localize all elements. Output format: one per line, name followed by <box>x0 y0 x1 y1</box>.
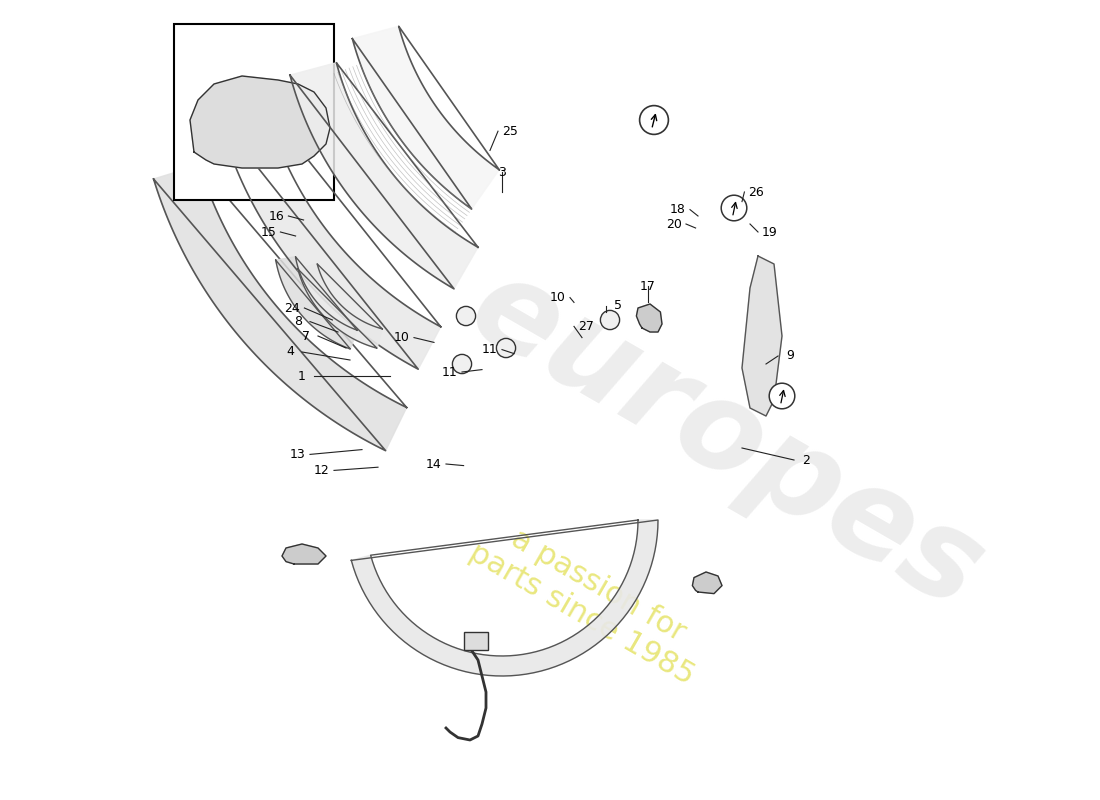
Circle shape <box>496 338 516 358</box>
FancyBboxPatch shape <box>464 632 487 650</box>
Polygon shape <box>276 257 358 349</box>
Text: 18: 18 <box>670 203 686 216</box>
Polygon shape <box>742 256 782 416</box>
Text: 8: 8 <box>294 315 302 328</box>
Text: 27: 27 <box>579 320 594 333</box>
Polygon shape <box>220 107 441 369</box>
Text: 16: 16 <box>268 210 284 222</box>
Text: 12: 12 <box>315 464 330 477</box>
Circle shape <box>452 354 472 374</box>
Polygon shape <box>290 62 478 289</box>
Text: 13: 13 <box>290 448 306 461</box>
Polygon shape <box>282 544 326 564</box>
Text: 9: 9 <box>786 350 794 362</box>
Text: 1: 1 <box>298 370 306 382</box>
Polygon shape <box>154 165 407 450</box>
Text: europes: europes <box>449 245 1003 635</box>
Polygon shape <box>352 26 499 209</box>
Text: 10: 10 <box>550 291 565 304</box>
Polygon shape <box>692 572 722 594</box>
Text: 15: 15 <box>261 226 276 238</box>
Circle shape <box>722 195 747 221</box>
Circle shape <box>601 310 619 330</box>
Circle shape <box>456 306 475 326</box>
Text: 11: 11 <box>482 343 498 356</box>
Text: 19: 19 <box>762 226 778 238</box>
Text: 24: 24 <box>285 302 300 314</box>
Polygon shape <box>298 264 382 348</box>
Text: 4: 4 <box>286 346 294 358</box>
Polygon shape <box>351 520 658 676</box>
Text: a passion for
parts since 1985: a passion for parts since 1985 <box>464 509 716 691</box>
Text: 26: 26 <box>748 186 764 198</box>
Polygon shape <box>190 76 330 168</box>
Text: 20: 20 <box>667 218 682 230</box>
Text: 10: 10 <box>394 331 410 344</box>
Text: 17: 17 <box>640 280 656 293</box>
Circle shape <box>769 383 795 409</box>
Circle shape <box>639 106 669 134</box>
Text: 🚗: 🚗 <box>242 93 266 131</box>
Text: 25: 25 <box>502 125 518 138</box>
Text: 2: 2 <box>802 454 810 466</box>
Text: 7: 7 <box>302 330 310 342</box>
Text: 3: 3 <box>498 166 506 178</box>
Text: 14: 14 <box>426 458 442 470</box>
FancyBboxPatch shape <box>174 24 334 200</box>
Text: 5: 5 <box>614 299 622 312</box>
Polygon shape <box>637 304 662 332</box>
Text: 11: 11 <box>442 366 458 378</box>
